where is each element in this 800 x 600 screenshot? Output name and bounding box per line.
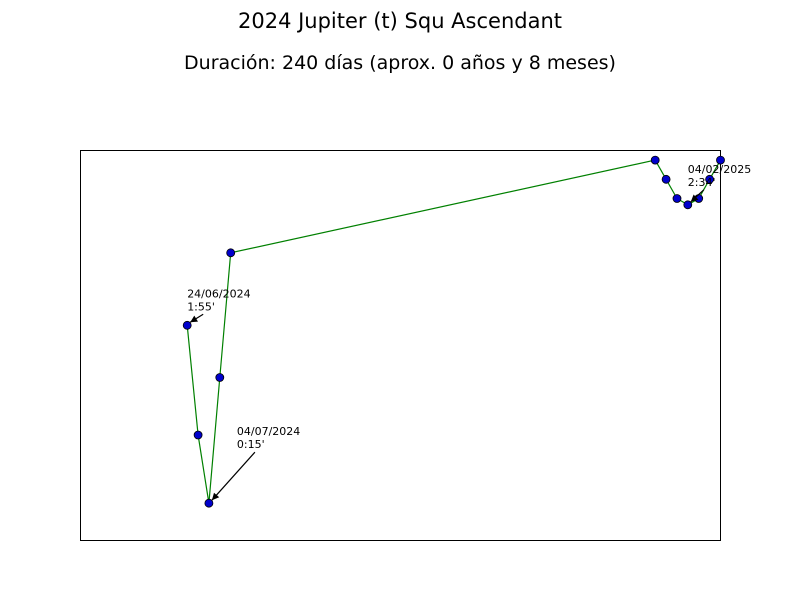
data-point <box>204 498 214 508</box>
series-line <box>186 159 722 504</box>
data-point <box>705 174 714 184</box>
annotation-value: 1:55' <box>187 300 215 313</box>
data-point <box>215 373 225 382</box>
annotation-arrow <box>211 451 256 501</box>
annotation-date: 04/07/2024 <box>237 425 300 438</box>
data-point <box>716 155 725 165</box>
data-point <box>672 194 682 203</box>
chart-subtitle: Duración: 240 días (aprox. 0 años y 8 me… <box>184 52 616 74</box>
data-point <box>226 248 236 258</box>
annotation-value: 2:34' <box>688 176 716 189</box>
data-point <box>182 320 192 330</box>
data-point <box>193 430 203 440</box>
data-point <box>683 200 693 210</box>
data-point <box>661 174 671 184</box>
annotation-arrowhead <box>190 315 198 323</box>
annotation-date: 04/02/2025 <box>688 163 751 176</box>
annotation-value: 0:15' <box>237 438 265 451</box>
annotation-arrowhead <box>211 492 220 501</box>
annotation-arrowhead <box>690 194 699 202</box>
plot-frame <box>80 150 721 541</box>
annotation-date: 24/06/2024 <box>187 287 250 300</box>
series-layer <box>182 155 725 508</box>
chart-title: 2024 Jupiter (t) Squ Ascendant <box>238 9 562 33</box>
data-point <box>650 155 660 165</box>
